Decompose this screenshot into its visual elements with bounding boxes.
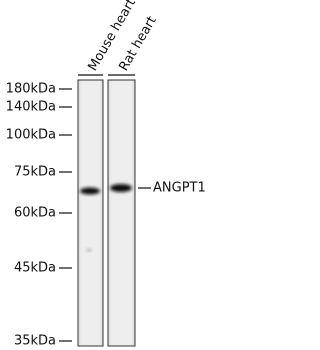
lane	[77, 79, 104, 347]
marker-label: 100kDa	[6, 128, 56, 143]
marker-label: 60kDa	[14, 206, 56, 221]
marker-label: 35kDa	[14, 334, 56, 349]
marker-label: 45kDa	[14, 261, 56, 276]
marker-label: 75kDa	[14, 165, 56, 180]
band	[80, 187, 100, 195]
marker-label: 140kDa	[6, 100, 56, 115]
band	[110, 184, 132, 192]
band-label: ANGPT1	[153, 181, 206, 196]
western-blot: ANGPT1 180kDa 140kDa 100kDa 75kDa 60kDa 45kDa…	[6, 0, 206, 349]
marker-label: 180kDa	[6, 82, 56, 97]
faint-spot	[86, 249, 92, 251]
lane	[107, 79, 136, 347]
